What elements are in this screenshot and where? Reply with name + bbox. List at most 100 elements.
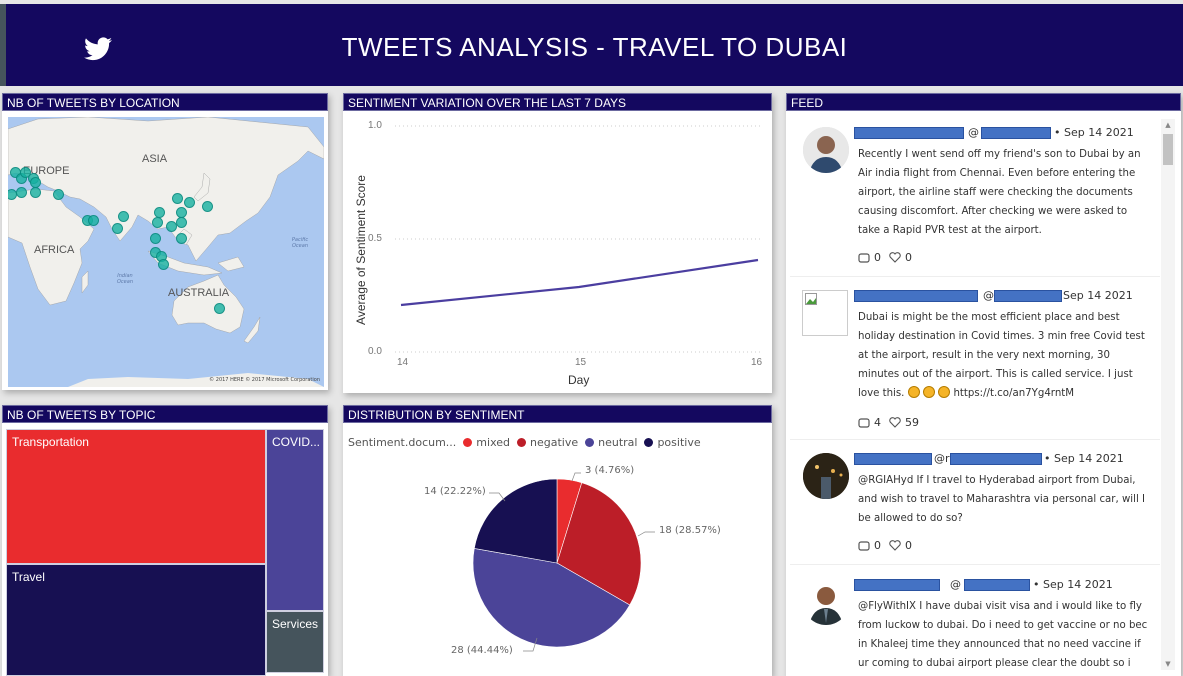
- tweet-link[interactable]: https://t.co/an7Yg4rntM: [953, 388, 1075, 399]
- pie-label-mixed: 3 (4.76%): [585, 465, 635, 476]
- map-dot[interactable]: [16, 187, 27, 198]
- avatar: [803, 127, 849, 173]
- legend-label-negative[interactable]: negative: [530, 436, 579, 449]
- header-banner: TWEETS ANALYSIS - TRAVEL TO DUBAI: [6, 4, 1183, 86]
- like-count: 0: [905, 539, 912, 552]
- map-dot[interactable]: [30, 187, 41, 198]
- tweet-text: Dubai is might be the most efficient pla…: [858, 308, 1148, 403]
- redacted-display-name: [854, 453, 932, 465]
- tweet-item[interactable]: @ • Sep 14 2021 Recently I went send off…: [790, 115, 1160, 277]
- pie-chart-title: DISTRIBUTION BY SENTIMENT: [343, 405, 772, 423]
- pie-slice-neutral[interactable]: [472, 548, 631, 648]
- redacted-display-name: [854, 579, 940, 591]
- map-dot[interactable]: [176, 217, 187, 228]
- retweet-icon[interactable]: [858, 252, 870, 263]
- like-count: 0: [905, 251, 912, 264]
- x-tick-14: 14: [397, 357, 409, 368]
- sentiment-line[interactable]: [400, 258, 759, 307]
- map-dot[interactable]: [150, 233, 161, 244]
- treemap-cell-transportation[interactable]: Transportation: [6, 429, 266, 564]
- map-dot[interactable]: [176, 233, 187, 244]
- map-label-pacific-ocean: Pacific Ocean: [291, 237, 309, 249]
- map-label-asia: ASIA: [142, 153, 168, 165]
- treemap-cell-covid[interactable]: COVID...: [266, 429, 324, 611]
- map-label-africa: AFRICA: [34, 244, 75, 256]
- retweet-icon[interactable]: [858, 417, 870, 428]
- y-tick-1: 1.0: [368, 120, 382, 131]
- map-copyright: © 2017 HERE © 2017 Microsoft Corporation: [209, 377, 320, 383]
- feed-list[interactable]: @ • Sep 14 2021 Recently I went send off…: [790, 115, 1179, 674]
- pie-label-negative: 18 (28.57%): [659, 525, 721, 536]
- map-dot[interactable]: [88, 215, 99, 226]
- x-axis-title: Day: [568, 373, 590, 387]
- feed-scrollbar[interactable]: ▲ ▼: [1161, 119, 1175, 670]
- pie-slice-negative[interactable]: [556, 482, 642, 606]
- map-dot[interactable]: [152, 217, 163, 228]
- line-chart-panel: SENTIMENT VARIATION OVER THE LAST 7 DAYS…: [343, 93, 772, 393]
- map-dot[interactable]: [166, 221, 177, 232]
- map-dot[interactable]: [20, 167, 31, 178]
- pie-slice-positive[interactable]: [473, 478, 558, 564]
- redacted-display-name: [854, 127, 964, 139]
- legend-swatch-negative: [517, 438, 526, 447]
- heart-icon[interactable]: [889, 252, 901, 263]
- pie-label-neutral: 28 (44.44%): [451, 645, 513, 656]
- left-edge: [0, 4, 6, 86]
- y-tick-0: 0.0: [368, 346, 382, 357]
- tweet-text: @RGIAHyd If I travel to Hyderabad airpor…: [858, 475, 1146, 524]
- line-chart[interactable]: [343, 93, 772, 393]
- map-dot[interactable]: [158, 259, 169, 270]
- tweet-item[interactable]: @r • Sep 14 2021 @RGIAHyd If I travel to…: [790, 441, 1160, 565]
- tweet-stats: 0 0: [858, 251, 912, 264]
- x-tick-15: 15: [575, 357, 587, 368]
- tweet-text: Recently I went send off my friend's son…: [858, 149, 1141, 236]
- treemap-cell-travel[interactable]: Travel: [6, 564, 266, 676]
- x-tick-16: 16: [751, 357, 763, 368]
- y-tick-05: 0.5: [368, 233, 382, 244]
- clapping-hands-emoji-icon: [938, 386, 951, 398]
- scroll-up-arrow-icon[interactable]: ▲: [1165, 121, 1171, 129]
- tweet-item[interactable]: @ Sep 14 2021 Dubai is might be the most…: [790, 278, 1160, 440]
- tweet-handle-prefix: @r: [934, 452, 950, 465]
- pie-legend: Sentiment.docum... mixed negative neutra…: [348, 436, 701, 449]
- map-dot[interactable]: [112, 223, 123, 234]
- redacted-display-name: [854, 290, 978, 302]
- map-dot[interactable]: [53, 189, 64, 200]
- like-count: 59: [905, 416, 919, 429]
- heart-icon[interactable]: [889, 417, 901, 428]
- legend-label-positive[interactable]: positive: [657, 436, 701, 449]
- feed-title: FEED: [786, 93, 1181, 111]
- retweet-count: 4: [874, 416, 881, 429]
- map-dot[interactable]: [118, 211, 129, 222]
- tweet-handle-prefix: @: [950, 578, 961, 591]
- treemap-title: NB OF TWEETS BY TOPIC: [2, 405, 328, 423]
- feed-panel: FEED @ • Sep 14 2021 Recently I went sen…: [786, 93, 1181, 676]
- broken-image-icon: [805, 293, 817, 305]
- legend-swatch-positive: [644, 438, 654, 447]
- legend-label-mixed[interactable]: mixed: [476, 436, 510, 449]
- map-dot[interactable]: [214, 303, 225, 314]
- scroll-down-arrow-icon[interactable]: ▼: [1165, 660, 1171, 668]
- map-dot[interactable]: [202, 201, 213, 212]
- legend-swatch-mixed: [463, 438, 473, 447]
- retweet-count: 0: [874, 251, 881, 264]
- twitter-bird-icon: [84, 37, 112, 61]
- location-map[interactable]: EUROPE ASIA AFRICA AUSTRALIA Indian Ocea…: [8, 117, 324, 387]
- pie-label-positive: 14 (22.22%): [424, 486, 486, 497]
- redacted-handle: [950, 453, 1042, 465]
- clapping-hands-emoji-icon: [907, 386, 920, 398]
- heart-icon[interactable]: [889, 540, 901, 551]
- scroll-thumb[interactable]: [1163, 134, 1173, 165]
- map-dot[interactable]: [184, 197, 195, 208]
- treemap-cell-services[interactable]: Services: [266, 611, 324, 673]
- map-label-indian-ocean: Indian Ocean: [117, 273, 133, 285]
- legend-label-neutral[interactable]: neutral: [598, 436, 638, 449]
- y-axis-title: Average of Sentiment Score: [354, 175, 368, 325]
- map-dot[interactable]: [172, 193, 183, 204]
- tweet-item[interactable]: @ • Sep 14 2021 @FlyWithIX I have dubai …: [790, 567, 1160, 674]
- tweet-handle-prefix: @: [968, 126, 979, 139]
- legend-title: Sentiment.docum...: [348, 436, 457, 449]
- line-chart-title: SENTIMENT VARIATION OVER THE LAST 7 DAYS: [343, 93, 772, 111]
- retweet-icon[interactable]: [858, 540, 870, 551]
